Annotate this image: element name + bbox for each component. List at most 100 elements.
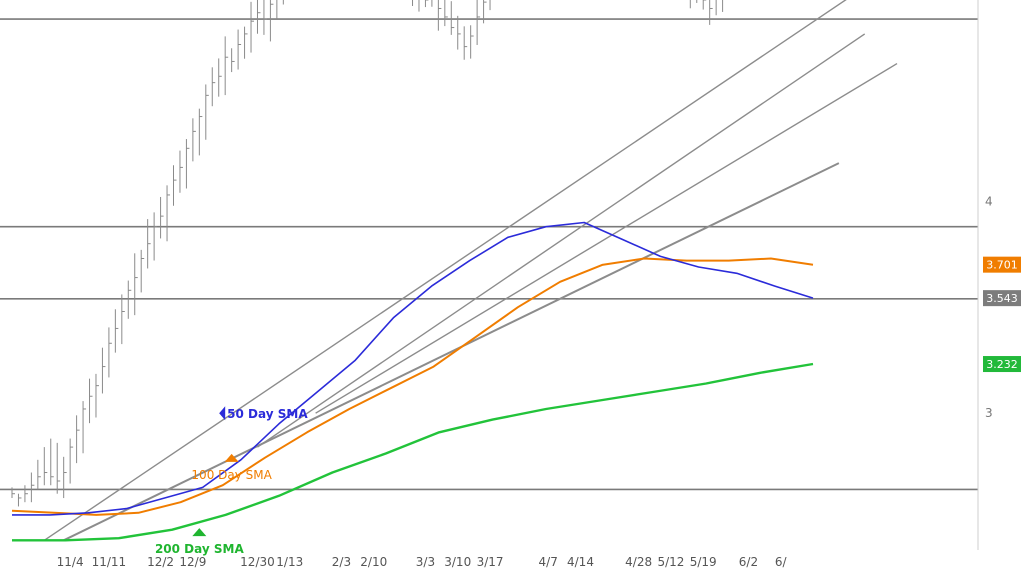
- x-tick-label: 4/28: [625, 555, 652, 569]
- price-bar: [30, 472, 35, 503]
- sma-100-line: [11, 257, 814, 516]
- price-bar: [237, 29, 242, 70]
- price-bar: [82, 401, 87, 454]
- price-bar: [108, 327, 112, 378]
- annotation-marker: [219, 406, 226, 421]
- last-value-badge-0: 3.701: [983, 256, 1021, 273]
- price-bar: [418, 0, 420, 12]
- price-bar: [444, 0, 448, 27]
- x-tick-label: 4/14: [567, 555, 594, 569]
- annotation-1: 100 Day SMA: [191, 453, 273, 482]
- badge-label: 3.701: [986, 259, 1018, 272]
- annotation-marker: [192, 528, 207, 537]
- last-value-badge-2: 3.232: [983, 356, 1021, 373]
- y-tick-label: 4: [985, 194, 993, 208]
- price-bar: [56, 442, 61, 494]
- annotation-2: 200 Day SMA: [155, 528, 245, 556]
- price-bar: [198, 108, 203, 156]
- price-bar: [489, 0, 491, 11]
- price-bar: [63, 456, 67, 499]
- trend-line-1: [257, 33, 866, 448]
- x-tick-label: 11/11: [92, 555, 127, 569]
- x-tick-label: 12/9: [179, 555, 206, 569]
- price-bar: [50, 438, 54, 486]
- price-bar: [224, 36, 229, 96]
- price-bar: [69, 438, 74, 484]
- price-bar: [121, 294, 125, 345]
- price-bar: [689, 0, 691, 9]
- price-bar: [89, 378, 93, 424]
- annotation-marker: [224, 453, 239, 462]
- last-value-badge-1: 3.543: [983, 290, 1021, 307]
- price-bar: [476, 0, 481, 45]
- price-bar: [140, 249, 145, 293]
- price-bar: [166, 185, 171, 242]
- x-tick-label: 2/3: [332, 555, 351, 569]
- price-bar: [179, 150, 183, 193]
- price-bar: [37, 459, 41, 490]
- price-bar: [256, 0, 261, 34]
- price-bar: [43, 447, 48, 486]
- price-bar: [76, 415, 80, 464]
- x-tick-label: 11/4: [57, 555, 84, 569]
- x-tick-label: 5/19: [690, 555, 717, 569]
- x-tick-label: 3/3: [416, 555, 435, 569]
- price-bar: [231, 48, 235, 73]
- price-bar: [101, 347, 106, 394]
- price-bar: [218, 58, 222, 97]
- price-bar: [722, 0, 724, 12]
- price-bar: [276, 0, 278, 19]
- price-bar: [211, 67, 216, 107]
- price-bar: [205, 84, 209, 140]
- price-bar: [437, 0, 442, 31]
- price-bar: [463, 26, 468, 60]
- annotation-label: 200 Day SMA: [155, 542, 245, 556]
- price-bar: [134, 253, 138, 316]
- x-tick-label: 6/: [775, 555, 788, 569]
- y-tick-label: 3: [985, 406, 993, 420]
- x-tick-label: 6/2: [739, 555, 758, 569]
- x-tick-label: 12/2: [147, 555, 174, 569]
- price-bar: [147, 219, 151, 269]
- price-bar: [709, 0, 713, 25]
- sma-200-line: [12, 362, 814, 542]
- price-bar: [450, 1, 455, 35]
- badge-label: 3.543: [986, 292, 1018, 305]
- price-bar: [702, 0, 707, 10]
- badge-label: 3.232: [986, 358, 1018, 371]
- sma-50-line: [12, 221, 814, 516]
- trend-line-2: [63, 162, 840, 542]
- price-bar: [127, 280, 132, 319]
- annotation-label: 50 Day SMA: [227, 407, 308, 421]
- price-bar: [483, 0, 487, 24]
- price-bar: [263, 0, 267, 35]
- price-bar: [192, 118, 196, 162]
- badge-background: [983, 356, 1021, 373]
- price-bar: [431, 0, 433, 7]
- price-bar: [114, 309, 119, 353]
- x-tick-label: 3/10: [444, 555, 471, 569]
- trend-line-3: [315, 62, 898, 414]
- price-bar: [17, 493, 22, 507]
- price-bar: [470, 25, 474, 59]
- x-tick-label: 3/17: [477, 555, 504, 569]
- price-bar: [160, 196, 164, 239]
- x-tick-label: 2/10: [360, 555, 387, 569]
- annotation-0: 50 Day SMA: [219, 406, 308, 421]
- trend-line-0: [43, 0, 847, 541]
- price-bar: [11, 487, 15, 498]
- price-bar: [173, 165, 177, 206]
- x-tick-label: 1/13: [276, 555, 303, 569]
- price-bar: [153, 212, 158, 261]
- price-bar: [244, 26, 248, 59]
- price-bar: [269, 0, 274, 42]
- annotation-label: 100 Day SMA: [191, 468, 272, 482]
- x-tick-label: 5/12: [657, 555, 684, 569]
- price-bar: [95, 373, 99, 418]
- badge-background: [983, 290, 1021, 307]
- price-bar: [250, 1, 255, 53]
- x-tick-label: 12/30: [240, 555, 275, 569]
- price-bar: [24, 485, 28, 503]
